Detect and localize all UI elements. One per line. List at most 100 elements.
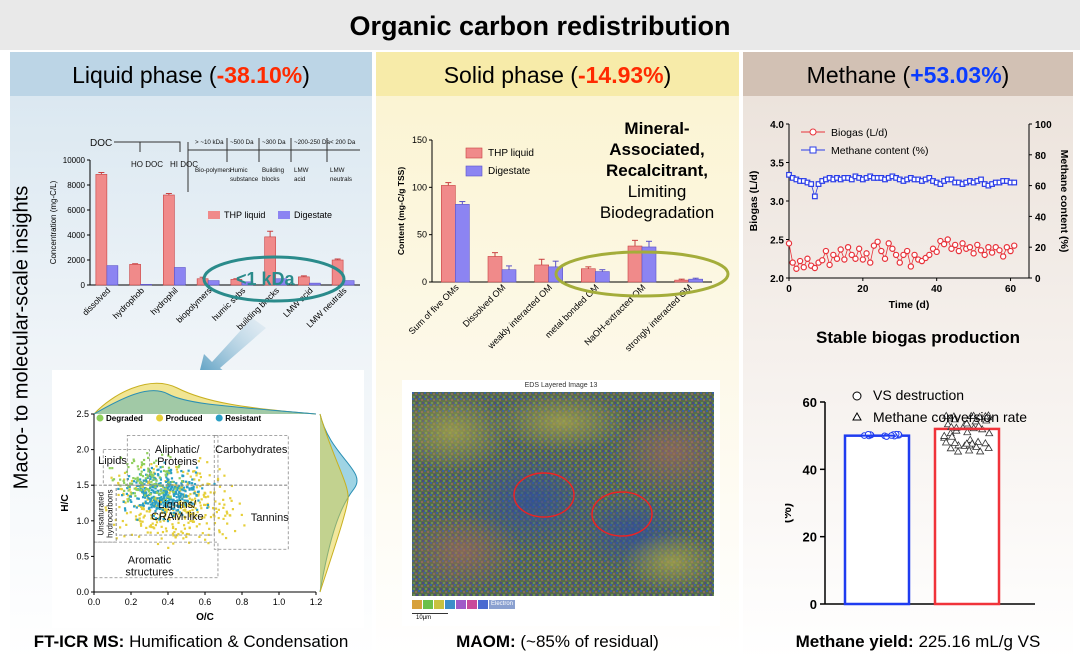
vk-point [155, 521, 159, 524]
vk-point [177, 495, 181, 498]
vk-point [118, 505, 121, 509]
biogas-point [863, 250, 870, 257]
vk-point [163, 511, 166, 514]
methane-conversion-point [964, 446, 974, 454]
vk-point [167, 483, 170, 486]
vk-point [190, 482, 194, 485]
vk-point [185, 480, 188, 483]
density-right-produced [319, 413, 349, 593]
vk-point [171, 525, 175, 528]
vk-point [162, 519, 166, 522]
bar-thp-liquid [95, 174, 108, 286]
methane-conversion-point [942, 411, 951, 419]
methane-conversion-point [975, 447, 985, 455]
vk-point [184, 490, 187, 493]
biogas-point [907, 263, 915, 270]
legend-marker [215, 414, 223, 422]
vk-point [128, 488, 131, 491]
vk-point [130, 500, 133, 503]
zoom-arrow [196, 318, 266, 386]
biogas-point [996, 247, 1003, 254]
vk-point [226, 522, 229, 525]
vk-point [182, 524, 186, 527]
vk-point [209, 515, 213, 519]
vk-point [149, 486, 152, 489]
vk-point [183, 499, 186, 502]
vk-point [222, 506, 225, 509]
legend-marker [809, 146, 817, 154]
vk-point [166, 473, 169, 476]
vk-point [162, 494, 165, 497]
tree-group-label: LMW [294, 167, 309, 174]
biogas-point [988, 249, 996, 256]
biogas-point [855, 245, 863, 252]
vk-point [199, 504, 202, 507]
methane-conversion-point [975, 412, 984, 420]
vk-point [175, 504, 178, 507]
vk-point [194, 471, 198, 474]
vk-point [164, 487, 167, 491]
vk-point [159, 489, 163, 492]
tree-hi: HI DOC [170, 160, 198, 169]
tree-group-label: Building [262, 167, 285, 174]
vk-point [204, 492, 207, 495]
vk-point [164, 527, 168, 530]
vk-point [207, 533, 210, 537]
vk-point [200, 507, 203, 510]
vk-point [224, 514, 227, 517]
vk-point [178, 491, 181, 495]
vk-point [186, 482, 190, 486]
vk-point [185, 532, 189, 536]
vk-point [125, 512, 129, 515]
vk-point [140, 461, 143, 464]
vk-point [142, 506, 145, 509]
biogas-point [785, 240, 793, 247]
vk-point [208, 527, 211, 530]
vk-point [167, 485, 170, 488]
vk-point [166, 477, 169, 480]
vk-point [152, 468, 155, 471]
vk-point [186, 510, 190, 514]
vk-point [146, 473, 149, 477]
vk-point [138, 535, 141, 538]
vk-point [172, 480, 175, 484]
biogas-point [837, 246, 844, 253]
vk-point [154, 477, 157, 481]
vk-point [161, 530, 165, 534]
vk-point [139, 524, 143, 527]
vk-point [136, 518, 139, 521]
vk-point [168, 498, 171, 501]
vk-point [171, 532, 175, 535]
y-tick-label: 0 [810, 597, 817, 612]
vk-point [148, 469, 152, 473]
vk-point [159, 478, 163, 481]
vk-point [125, 470, 128, 473]
x-tick-label: Dissolved OM [461, 282, 508, 329]
vk-point [238, 502, 241, 505]
biogas-point [789, 259, 796, 266]
biogas-point [896, 259, 903, 266]
vk-point [203, 516, 206, 519]
biogas-point [867, 259, 874, 266]
vk-point [182, 474, 185, 478]
vk-point [132, 458, 135, 461]
eds-swatch [423, 600, 433, 609]
vk-point [184, 501, 187, 504]
maom-circle-2 [591, 491, 653, 537]
vk-point [214, 500, 217, 503]
vk-point [163, 502, 166, 505]
y2-tick-label: 0 [1035, 274, 1041, 285]
methane-conversion-point [962, 439, 971, 447]
vk-point [197, 499, 200, 502]
vk-point [140, 470, 143, 473]
y-tick-label: 3.5 [770, 159, 784, 170]
vk-point [174, 535, 177, 539]
x-tick-label: 40 [931, 284, 943, 295]
vk-point [164, 473, 167, 476]
vk-point [158, 476, 161, 479]
vk-point [150, 466, 153, 470]
vk-point [212, 513, 215, 516]
vk-point [142, 516, 145, 519]
region-label: Lignins/CRAM-like [151, 499, 204, 523]
vk-point [151, 483, 154, 486]
